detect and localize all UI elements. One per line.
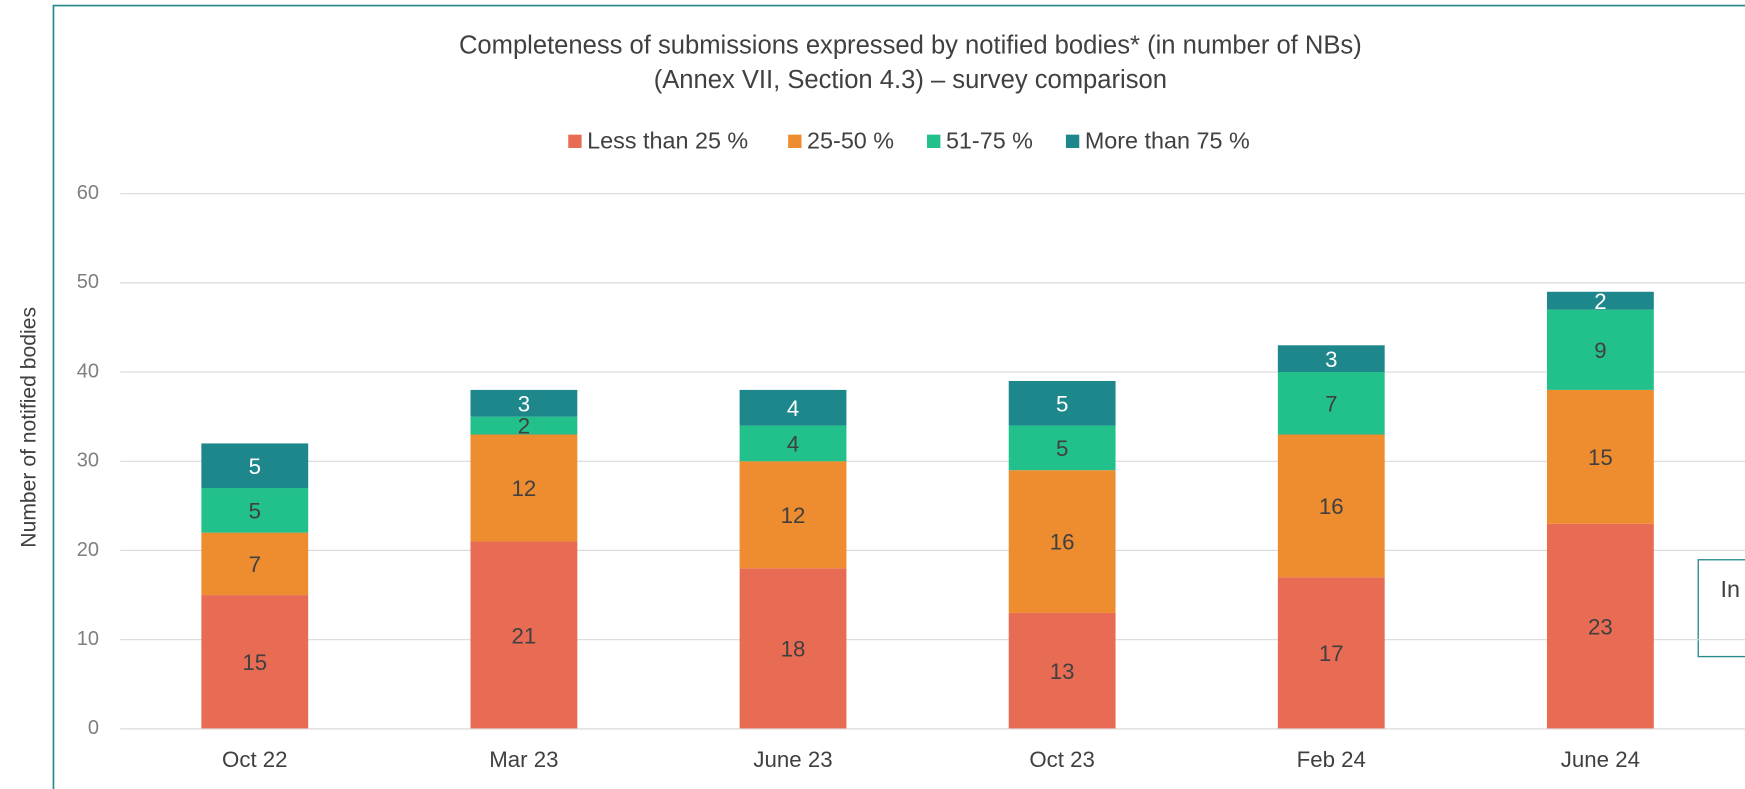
chart-subtitle: (Annex VII, Section 4.3) – survey compar… [654,66,1167,94]
y-tick-label: 20 [77,539,99,561]
data-label: 18 [781,637,806,662]
bar-segment [1277,345,1385,373]
data-label: 2 [1594,289,1606,314]
y-tick-label: 10 [77,628,99,650]
bar-segment [470,541,578,729]
bar-segment [739,568,847,729]
data-label: 4 [787,396,799,421]
data-label: 16 [1050,530,1075,555]
data-label: 3 [1325,347,1337,372]
data-label: 5 [1056,391,1068,416]
data-label: 12 [512,476,537,501]
data-label: 7 [1325,391,1337,416]
chart-frame [52,4,1745,789]
data-label: 15 [1588,445,1613,470]
bar-segment [739,389,847,426]
bar-segment [1008,425,1116,471]
data-label: 16 [1319,494,1344,519]
data-label: 23 [1588,614,1613,639]
data-label: 21 [512,623,537,648]
bar-segment [1277,577,1385,729]
x-tick-label: Feb 24 [1297,747,1366,772]
data-label: 9 [1594,338,1606,363]
x-tick-label: June 23 [753,747,832,772]
bar-segment [739,461,847,569]
bar-segment [1277,434,1385,578]
bar-segment [1008,612,1116,729]
x-tick-label: Oct 23 [1029,747,1095,772]
bar-segment [470,434,578,542]
x-tick-label: June 24 [1561,747,1640,772]
bar-segment [1546,389,1654,524]
x-tick-label: Oct 22 [222,747,288,772]
bar-segment [1008,470,1116,613]
bar-segment [1008,380,1116,426]
data-label: 3 [518,391,530,416]
data-label: 15 [242,650,267,675]
data-label: 4 [787,432,799,457]
annotation-box [1697,559,1745,658]
bar-segment [201,488,309,533]
legend-label: 51-75 % [946,128,1033,154]
bar-segment [1546,309,1654,390]
data-label: 5 [1056,436,1068,461]
bar-segment [739,425,847,462]
bar-segment [201,595,309,729]
legend-label: More than 75 % [1085,128,1250,154]
bar-segment [1277,372,1385,435]
bar-segment [470,389,578,417]
legend-swatch [1065,134,1080,149]
data-label: 2 [518,414,530,439]
legend-swatch [788,134,802,149]
chart-title: Completeness of submissions expressed by… [459,32,1362,60]
data-label: 7 [249,552,261,577]
data-label: 17 [1319,641,1344,666]
legend-label: 25-50 % [807,128,894,154]
bar-segment [201,443,309,489]
bar-segment [470,416,578,435]
bar-segment [201,532,309,596]
bar-segment [1546,523,1654,729]
x-tick-label: Mar 23 [489,747,558,772]
y-tick-label: 60 [77,182,99,204]
data-label: 13 [1050,659,1075,684]
y-tick-label: 0 [88,717,99,739]
data-label: 5 [249,498,261,523]
legend-swatch [927,134,941,149]
bar-segment [1546,291,1654,310]
y-tick-label: 30 [77,450,99,472]
data-label: 12 [781,503,806,528]
y-axis-label: Number of notified bodies [18,307,41,548]
y-tick-label: 50 [77,271,99,293]
annotation: In [1720,576,1739,602]
data-label: 5 [249,454,261,479]
y-tick-label: 40 [77,360,99,382]
legend-label: Less than 25 % [587,128,748,154]
legend-swatch [568,134,582,149]
